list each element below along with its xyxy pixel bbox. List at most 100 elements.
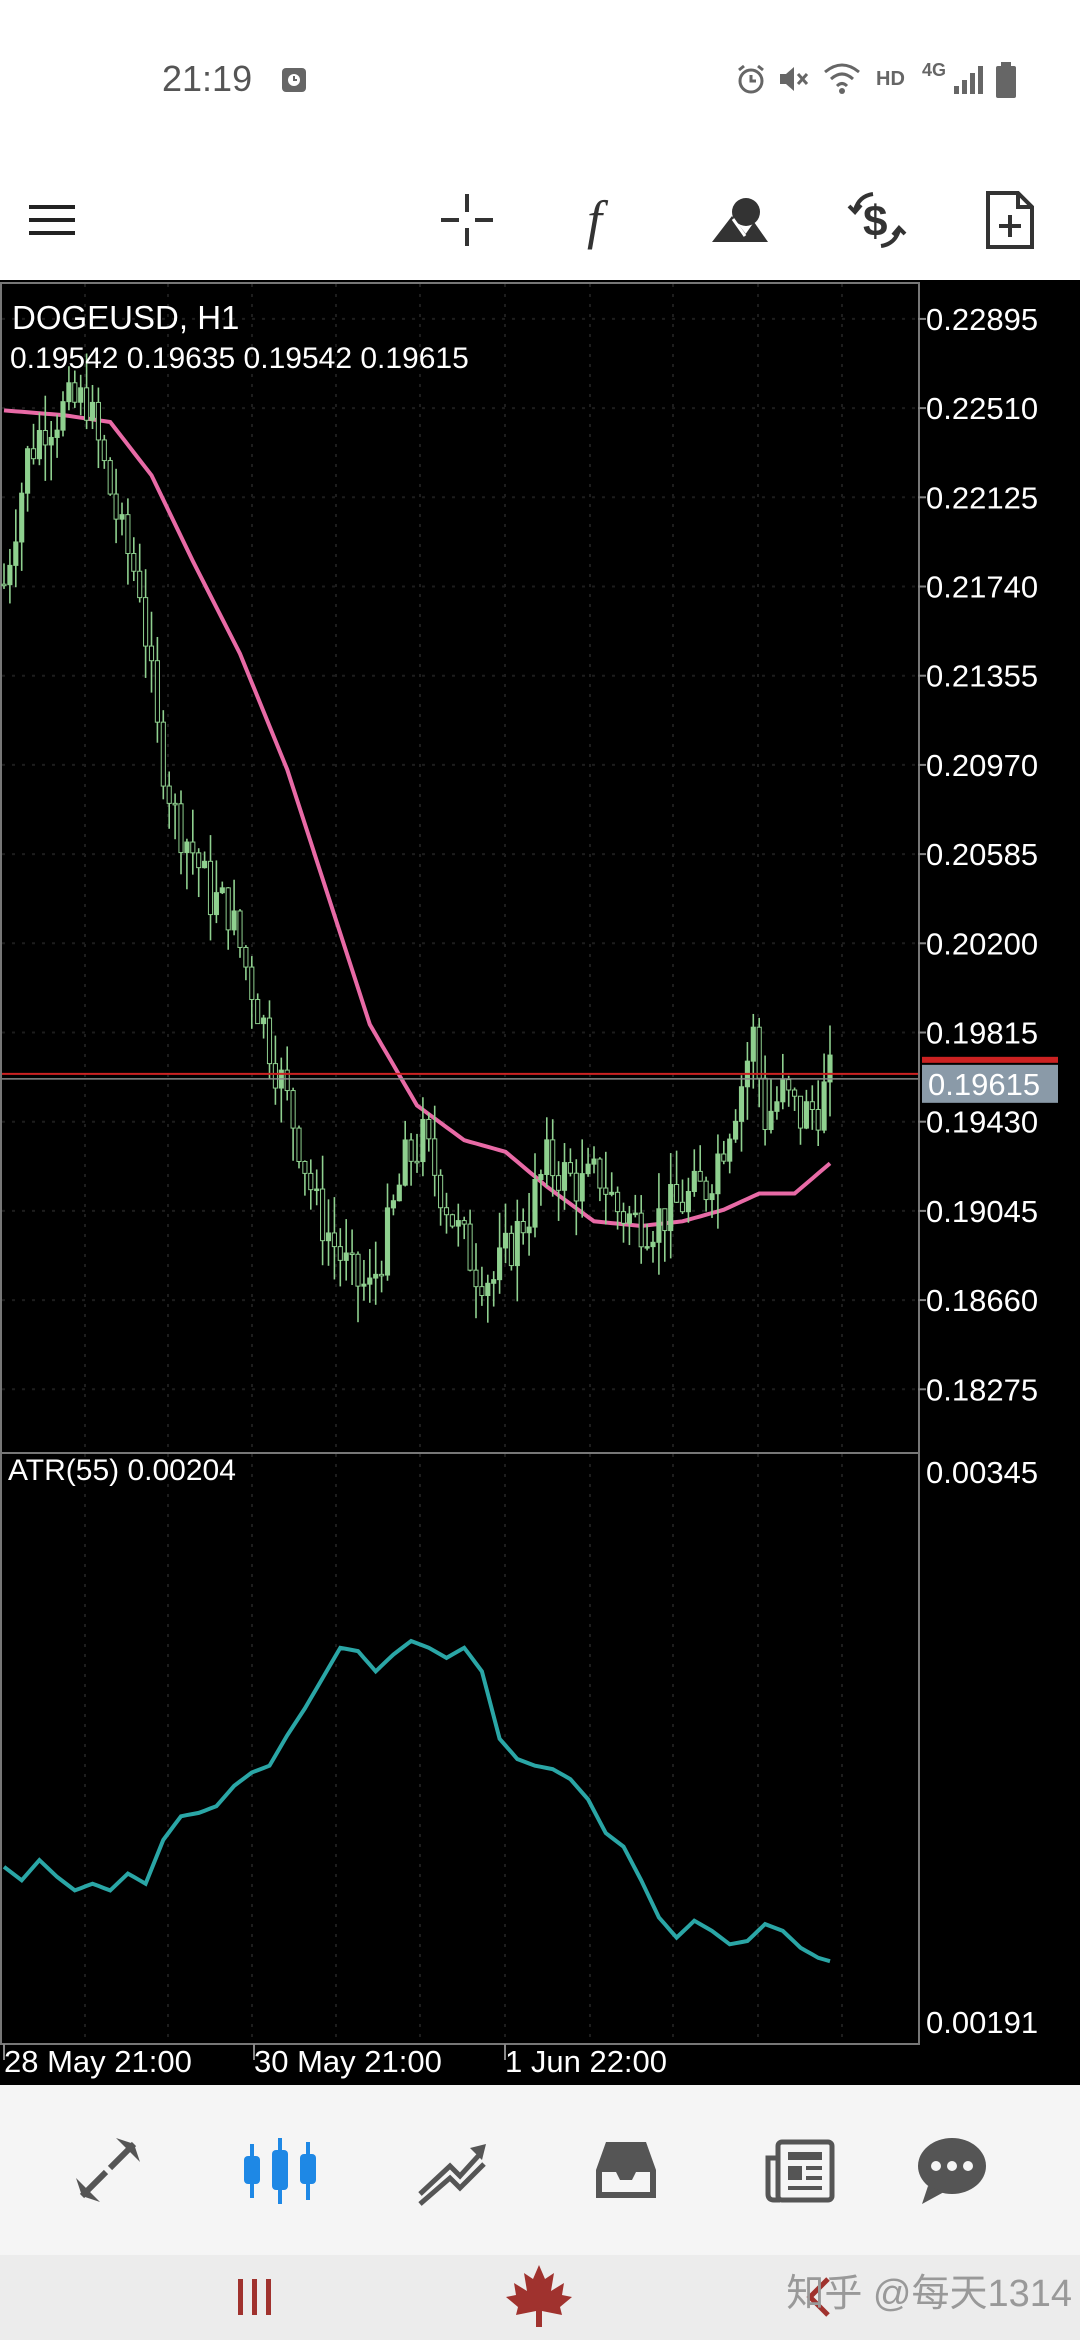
candle-body: [403, 1140, 407, 1185]
alarm-icon: [734, 62, 768, 96]
menu-button[interactable]: [12, 180, 92, 260]
candle-body: [244, 947, 248, 967]
candle-body: [728, 1139, 732, 1161]
candle-body: [515, 1221, 519, 1265]
price-tick-label: 0.19430: [926, 1105, 1038, 1140]
candle-body: [161, 722, 165, 786]
candle-body: [580, 1174, 584, 1201]
candle-body: [380, 1274, 384, 1276]
candle-body: [669, 1185, 673, 1231]
candle-body: [775, 1102, 779, 1112]
candle-body: [787, 1080, 791, 1090]
function-icon: f: [575, 190, 631, 250]
candle-body: [2, 584, 6, 586]
new-order-button[interactable]: [970, 180, 1050, 260]
recents-icon[interactable]: [234, 2277, 278, 2317]
candle-body: [421, 1119, 425, 1161]
candle-body: [321, 1189, 325, 1241]
time-tick-label: 28 May 21:00: [4, 2044, 192, 2079]
candle-body: [521, 1221, 525, 1232]
price-tick-label: 0.20585: [926, 837, 1038, 872]
candle-body: [332, 1233, 336, 1247]
candle-body: [79, 388, 83, 402]
candle-body: [757, 1027, 761, 1078]
nav-chart[interactable]: [230, 2120, 330, 2220]
network-type-label: 4G: [922, 60, 946, 81]
candle-body: [551, 1140, 555, 1176]
nav-news[interactable]: [750, 2120, 850, 2220]
status-bar: 21:19 HD 4G: [0, 0, 1080, 160]
candle-body: [716, 1154, 720, 1194]
candle-body: [439, 1175, 443, 1207]
history-icon: [590, 2134, 662, 2206]
chart-area[interactable]: 0.19615 0.22895 0.22510 0.22125 0.21740 0.21…: [0, 280, 1080, 2085]
candle-body: [220, 888, 224, 893]
candle-body: [102, 440, 106, 461]
candle-body: [214, 893, 218, 915]
candle-body: [645, 1247, 649, 1249]
svg-text:f: f: [587, 190, 609, 250]
candle-body: [114, 494, 118, 519]
candle-body: [598, 1159, 602, 1188]
candle-body: [267, 1018, 271, 1064]
chart-svg[interactable]: 0.19615 0.22895 0.22510 0.22125 0.21740 0.21…: [0, 280, 1080, 2085]
indicators-button[interactable]: f: [563, 180, 643, 260]
maple-leaf-icon[interactable]: [504, 2261, 574, 2331]
candle-body: [291, 1091, 295, 1129]
candle-body: [574, 1173, 578, 1201]
candle-body: [73, 383, 77, 402]
time-tick-label: 30 May 21:00: [254, 2044, 442, 2079]
candle-body: [533, 1179, 537, 1227]
messages-icon: [914, 2134, 990, 2206]
price-tick-label: 0.22895: [926, 302, 1038, 337]
candle-body: [586, 1164, 590, 1173]
candle-body: [368, 1278, 372, 1284]
chart-icon: [240, 2134, 320, 2206]
trade-button[interactable]: $: [837, 180, 917, 260]
crosshair-button[interactable]: [427, 180, 507, 260]
candle-body: [686, 1191, 690, 1211]
candle-body: [232, 911, 236, 930]
candle-body: [185, 842, 189, 853]
wifi-icon: [822, 60, 862, 96]
objects-button[interactable]: [700, 180, 780, 260]
candle-body: [167, 786, 171, 803]
candle-body: [763, 1078, 767, 1129]
candle-body: [8, 565, 12, 584]
candle-body: [450, 1215, 454, 1226]
candle-body: [639, 1213, 643, 1247]
candle-body: [197, 853, 201, 868]
nav-trade[interactable]: [402, 2120, 502, 2220]
candle-body: [492, 1280, 496, 1284]
candle-body: [262, 1018, 266, 1024]
candle-body: [338, 1247, 342, 1261]
candle-body: [503, 1233, 507, 1248]
candle-body: [498, 1248, 502, 1280]
candle-body: [55, 430, 59, 437]
current-price-label: 0.19615: [928, 1067, 1040, 1102]
candle-body: [20, 493, 24, 542]
candle-body: [822, 1082, 826, 1130]
nav-quotes[interactable]: [58, 2120, 158, 2220]
nav-history[interactable]: [576, 2120, 676, 2220]
crosshair-icon: [439, 192, 495, 248]
candle-body: [120, 515, 124, 520]
candle-body: [96, 402, 100, 439]
quotes-icon: [72, 2134, 144, 2206]
candle-body: [816, 1109, 820, 1130]
nav-messages[interactable]: [902, 2120, 1002, 2220]
candle-body: [527, 1227, 531, 1233]
news-icon: [764, 2134, 836, 2206]
screenshot-icon: [280, 66, 308, 94]
candle-body: [173, 803, 177, 805]
candle-body: [238, 911, 242, 947]
candle-body: [427, 1119, 431, 1138]
candle-body: [751, 1027, 755, 1061]
candle-body: [675, 1185, 679, 1203]
atr-label: ATR(55) 0.00204: [8, 1454, 236, 1487]
svg-text:$: $: [863, 197, 887, 246]
candle-body: [610, 1192, 614, 1194]
candle-body: [680, 1202, 684, 1211]
candle-body: [627, 1214, 631, 1223]
price-tick-label: 0.19815: [926, 1015, 1038, 1050]
